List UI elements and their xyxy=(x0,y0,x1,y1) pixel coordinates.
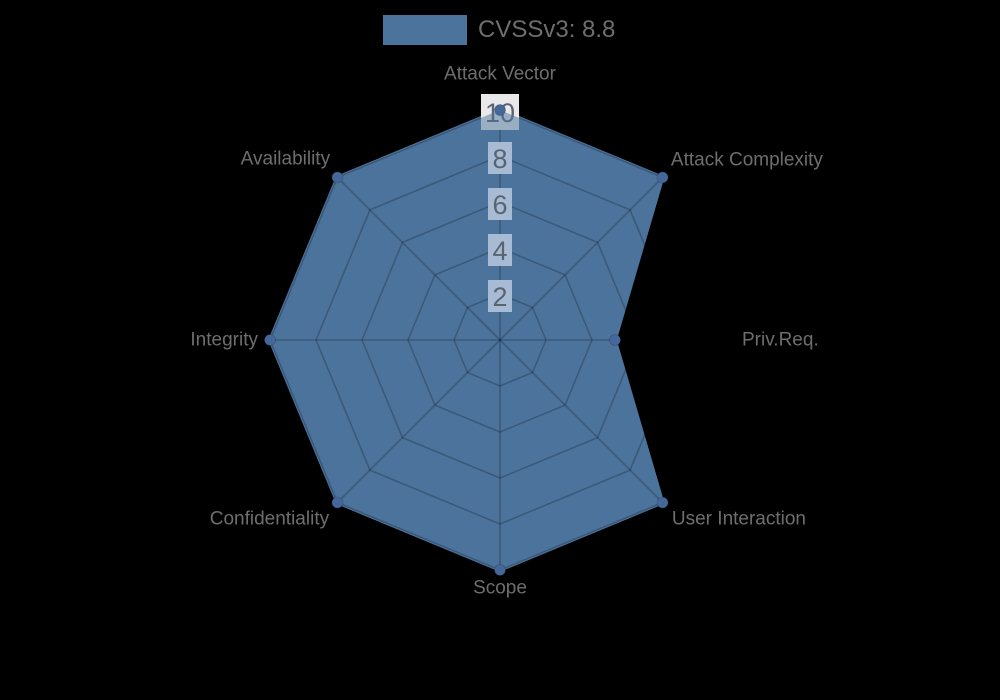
legend-label[interactable]: CVSSv3: 8.8 xyxy=(478,16,616,43)
grid-ring-4 xyxy=(407,247,593,433)
tick-backdrop-4 xyxy=(488,234,512,266)
axis-label-confidentiality: Confidentiality xyxy=(210,508,330,529)
tick-label-6: 6 xyxy=(492,190,507,220)
data-point-integrity[interactable] xyxy=(264,334,276,346)
tick-label-4: 4 xyxy=(492,236,507,266)
tick-backdrop-2 xyxy=(488,280,512,312)
axis-label-attack-complexity: Attack Complexity xyxy=(671,150,824,171)
legend-item[interactable]: CVSSv3: 8.8 xyxy=(383,15,615,45)
grid-ring-2 xyxy=(453,293,547,387)
data-point-scope[interactable] xyxy=(494,564,506,576)
tick-backdrop-6 xyxy=(488,188,512,220)
axis-spoke-user-interaction xyxy=(499,339,664,504)
axis-spoke-confidentiality xyxy=(336,339,501,504)
grid-ring-8 xyxy=(315,155,685,525)
axis-spoke-attack-complexity xyxy=(499,176,664,341)
tick-backdrop-8 xyxy=(488,142,512,174)
data-point-user-interaction[interactable] xyxy=(656,496,669,509)
data-point-confidentiality[interactable] xyxy=(331,496,344,509)
data-point-priv-req[interactable] xyxy=(609,334,621,346)
axis-label-scope: Scope xyxy=(473,578,527,599)
data-point-attack-complexity[interactable] xyxy=(656,171,669,184)
axis-label-availability: Availability xyxy=(241,149,331,170)
axis-spoke-availability xyxy=(336,176,501,341)
axis-label-attack-vector: Attack Vector xyxy=(444,64,557,85)
radar-area-tip-overlay xyxy=(481,110,519,130)
tick-label-8: 8 xyxy=(492,144,507,174)
tick-label-2: 2 xyxy=(492,282,507,312)
data-point-availability[interactable] xyxy=(331,171,344,184)
legend-swatch[interactable] xyxy=(383,15,467,45)
axis-label-priv-req: Priv.Req. xyxy=(742,330,819,351)
axis-label-integrity: Integrity xyxy=(190,330,258,351)
axis-label-user-interaction: User Interaction xyxy=(672,508,806,529)
data-point-attack-vector[interactable] xyxy=(494,104,506,116)
grid-ring-6 xyxy=(361,201,639,479)
